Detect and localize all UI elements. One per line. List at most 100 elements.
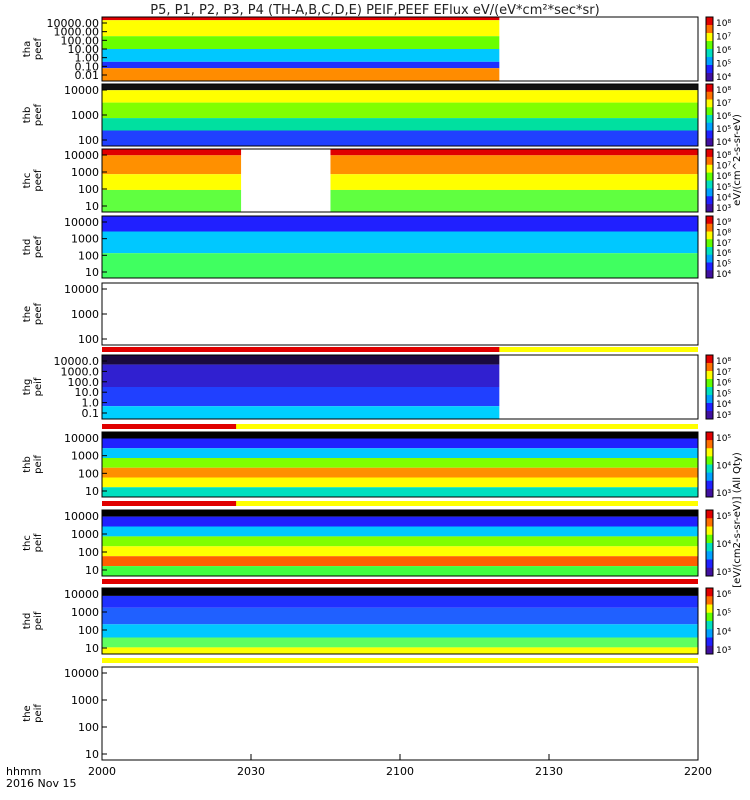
colorbar-tick-label: 10³ [716,568,731,578]
y-tick-label: 10000 [64,588,99,601]
colorbar-segment [706,130,713,139]
colorbar-segment [706,17,713,26]
heat-band [102,84,698,91]
colorbar-segment [706,239,713,248]
colorbar-segment [706,526,713,536]
heat-band [102,174,698,190]
panel-frame [101,431,699,498]
colorbar-tick-label: 10⁵ [716,609,731,619]
mode-bar-yellow [102,501,698,506]
colorbar-segment [706,247,713,256]
colorbar-segment [706,567,713,577]
heat-band [102,130,698,146]
colorbar-segment [706,216,713,225]
colorbar-tick-label: 10⁸ [716,86,731,96]
y-tick-label: 100.00 [61,34,100,47]
heat-band [102,526,698,537]
panel-label-top: thc [22,173,33,189]
y-tick-label: 10000 [64,84,99,97]
y-tick-label: 1000.00 [54,26,100,39]
colorbar-segment [706,25,713,34]
colorbar-segment [706,91,713,100]
colorbar-axis-label-lower: [eV/(cm2-s-sr-eV)] (All Qty) [732,452,743,588]
colorbar-tick-label: 10⁶ [716,590,731,600]
colorbar-segment [706,559,713,569]
panel-frame [101,666,699,761]
y-tick-label: 1.00 [75,52,100,65]
y-tick-label: 10.0 [75,386,100,399]
colorbar-frame [705,83,714,147]
y-tick-label: 1000 [71,528,99,541]
colorbar-tick-label: 10⁶ [716,172,731,182]
heat-band [102,216,698,232]
heat-band [102,118,698,131]
heat-band [102,448,698,458]
colorbar-segment [706,254,713,263]
colorbar-tick-label: 10⁸ [716,151,731,161]
y-tick-label: 100 [78,134,99,147]
colorbar-tick-label: 10⁴ [716,462,731,472]
colorbar-segment [706,231,713,240]
colorbar-tick-label: 10⁶ [716,46,731,56]
y-tick-label: 10 [85,266,99,279]
y-tick-label: 1000 [71,450,99,463]
colorbar-segment [706,107,713,116]
data-gap [241,149,331,212]
colorbar-segment [706,156,713,166]
panel-label-top: tha [22,41,33,57]
colorbar-frame [705,148,714,213]
heat-band [102,155,698,175]
y-tick-label: 1.0 [82,397,100,410]
panel-label-bottom: peef [33,169,44,192]
colorbar-segment [706,480,713,490]
heat-band [102,36,500,49]
colorbar-tick-label: 10⁷ [716,239,731,249]
heat-band [102,458,698,468]
mode-bar-red [102,347,500,352]
colorbar-segment [706,65,713,74]
colorbar-segment [706,510,713,519]
heat-band [102,253,698,278]
colorbar-tick-label: 10⁵ [716,389,731,399]
heat-band [102,355,500,365]
colorbar-segment [706,464,713,474]
heat-band [102,516,698,527]
heat-band [102,102,698,119]
mode-bar-red [102,424,237,429]
colorbar-tick-label: 10⁴ [716,73,731,83]
y-tick-label: 10000 [64,432,99,445]
panel-label-bottom: peef [33,302,44,325]
panel-frame [101,215,699,279]
colorbar-segment [706,363,713,372]
colorbar-segment [706,588,713,597]
y-tick-label: 0.1 [82,407,100,420]
colorbar-segment [706,543,713,552]
y-tick-label: 10 [85,748,99,761]
colorbar-segment [706,403,713,412]
colorbar-tick-label: 10⁵ [716,434,731,444]
y-tick-label: 1000 [71,606,99,619]
colorbar-segment [706,57,713,66]
x-tick-label: 2130 [535,765,563,778]
y-tick-label: 10000 [64,283,99,296]
panel-frame [101,509,699,577]
y-tick-label: 1000.0 [61,365,100,378]
colorbar-tick-label: 10⁵ [716,183,731,193]
colorbar-tick-label: 10⁴ [716,270,731,280]
y-tick-label: 10 [85,200,99,213]
colorbar-tick-label: 10⁵ [716,512,731,522]
panel-label-bottom: peif [33,455,44,474]
colorbar-tick-label: 10⁷ [716,99,731,109]
colorbar-segment [706,488,713,498]
heat-band [102,68,500,81]
y-tick-label: 100 [78,624,99,637]
colorbar-tick-label: 10⁹ [716,218,731,228]
y-tick-label: 10000.00 [47,17,100,30]
heat-band [102,90,698,103]
heat-band [102,387,500,407]
y-tick-label: 10.00 [68,43,100,56]
colorbar-segment [706,138,713,147]
colorbar-segment [706,196,713,205]
figure-title: P5, P1, P2, P3, P4 (TH-A,B,C,D,E) PEIF,P… [150,3,600,18]
